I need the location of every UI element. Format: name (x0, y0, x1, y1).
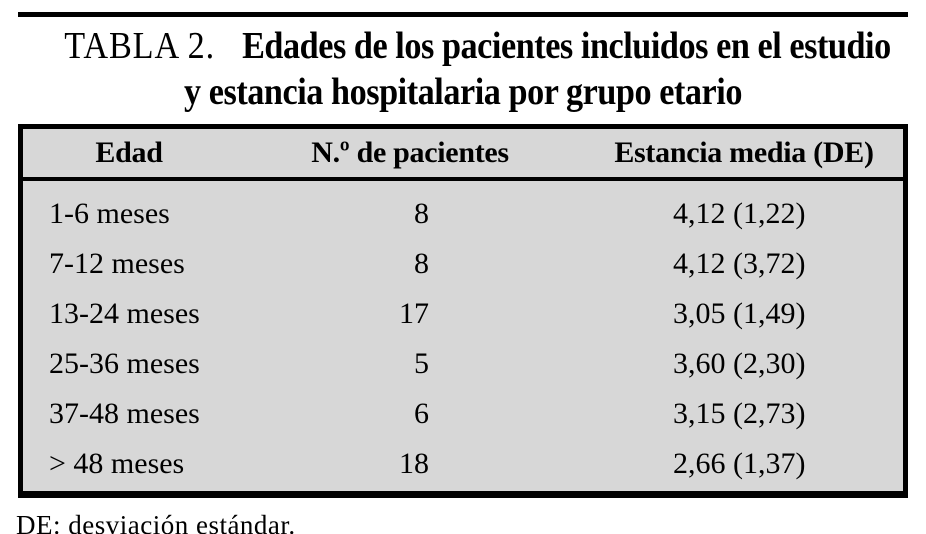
table-row: 13-24 meses 17 3,05 (1,49) (23, 289, 903, 339)
age-cell: > 48 meses (49, 447, 185, 480)
stay-cell: 4,12 (3,72) (673, 247, 806, 280)
table-body: 1-6 meses 8 4,12 (1,22) 7-12 meses 8 4,1… (23, 181, 903, 491)
patients-age-table: Edad N.º de pacientes Estancia media (DE… (18, 124, 908, 498)
age-cell: 37-48 meses (49, 397, 200, 430)
age-cell: 25-36 meses (49, 347, 200, 380)
column-header-num-pacientes: N.º de pacientes (311, 136, 509, 169)
table-row: 1-6 meses 8 4,12 (1,22) (23, 189, 903, 239)
title-line-2: y estancia hospitalaria por grupo etario (183, 71, 742, 113)
age-cell: 7-12 meses (49, 247, 185, 280)
stay-cell: 2,66 (1,37) (673, 447, 806, 480)
title-top-rule (18, 12, 908, 17)
age-cell: 1-6 meses (49, 197, 170, 230)
patients-cell: 18 (399, 447, 429, 480)
title-line-1: TABLA 2. Edades de los pacientes incluido… (64, 23, 891, 69)
column-header-estancia-media: Estancia media (DE) (614, 136, 874, 169)
column-header-edad: Edad (95, 136, 163, 169)
table-header-row: Edad N.º de pacientes Estancia media (DE… (23, 129, 903, 181)
patients-cell: 8 (414, 197, 429, 230)
table-row: > 48 meses 18 2,66 (1,37) (23, 439, 903, 489)
title-text-line-1: Edades de los pacientes incluidos en el … (242, 25, 891, 67)
patients-cell: 5 (414, 347, 429, 380)
table-footnote: DE: desviación estándar. (16, 510, 296, 534)
patients-cell: 8 (414, 247, 429, 280)
table-row: 37-48 meses 6 3,15 (2,73) (23, 389, 903, 439)
age-cell: 13-24 meses (49, 297, 200, 330)
patients-cell: 17 (399, 297, 429, 330)
table-row: 7-12 meses 8 4,12 (3,72) (23, 239, 903, 289)
stay-cell: 3,60 (2,30) (673, 347, 806, 380)
patients-cell: 6 (414, 397, 429, 430)
table-number-label: TABLA 2. (64, 25, 216, 67)
stay-cell: 3,05 (1,49) (673, 297, 806, 330)
table-title: TABLA 2. Edades de los pacientes incluido… (20, 23, 906, 115)
stay-cell: 4,12 (1,22) (673, 197, 806, 230)
table-row: 25-36 meses 5 3,60 (2,30) (23, 339, 903, 389)
stay-cell: 3,15 (2,73) (673, 397, 806, 430)
